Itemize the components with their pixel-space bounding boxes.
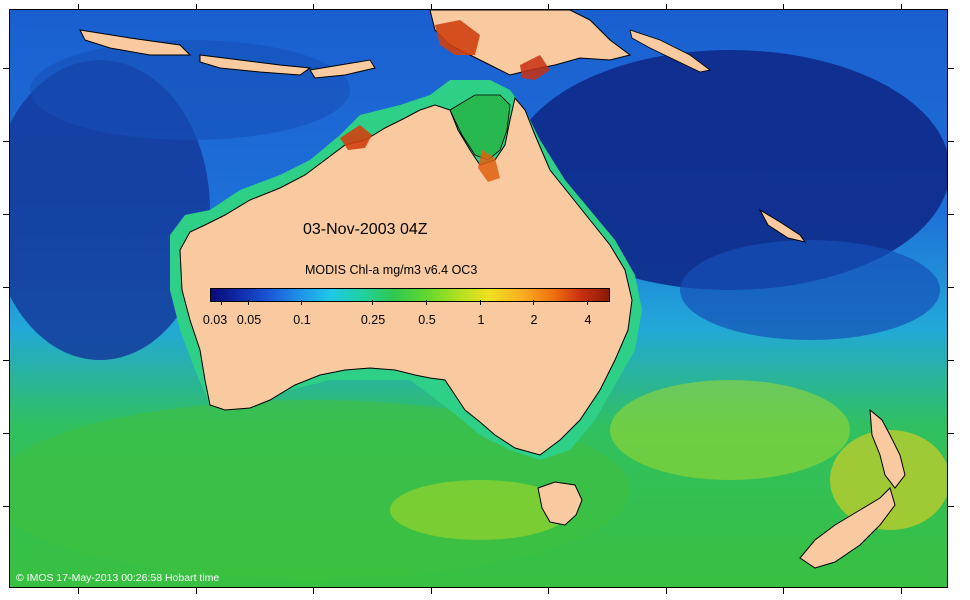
left-tick [3, 506, 9, 507]
left-tick [3, 360, 9, 361]
colorbar-tick-mark [587, 300, 588, 305]
right-tick [948, 68, 954, 69]
map-title: 03-Nov-2003 04Z [303, 221, 428, 238]
colorbar-tick-label: 2 [530, 313, 538, 327]
high-chl-carpentaria [478, 150, 500, 182]
bottom-tick [666, 588, 667, 594]
lesser-sunda-islands [199, 54, 312, 76]
bottom-tick [783, 588, 784, 594]
deep-ocean-tasman [680, 240, 940, 340]
colorbar-title: MODIS Chl-a mg/m3 v6.4 OC3 [305, 263, 478, 277]
colorbar-tick-label: 0.25 [360, 313, 386, 327]
solomon-islands [629, 29, 711, 73]
timor-island [309, 59, 376, 79]
colorbar-tick-label: 0.05 [236, 313, 262, 327]
colorbar-tick-label: 0.03 [202, 313, 228, 327]
right-tick [948, 360, 954, 361]
java-island [79, 29, 192, 56]
bottom-tick [548, 588, 549, 594]
new-zealand-north-island [869, 408, 906, 489]
southern-bloom-3 [390, 480, 570, 540]
bottom-tick [196, 588, 197, 594]
top-tick [548, 4, 549, 9]
tasmania-land [537, 481, 583, 526]
colorbar-tick-label: 0.1 [293, 313, 311, 327]
colorbar-tick-label: 0.5 [418, 313, 436, 327]
colorbar-tick-label: 4 [584, 313, 592, 327]
colorbar-tick-mark [426, 300, 427, 305]
new-zealand-south-island [799, 487, 896, 569]
gulf-of-carpentaria [449, 94, 511, 161]
colorbar-tick-mark [301, 300, 302, 305]
top-tick [783, 4, 784, 9]
colorbar-tick-mark [533, 300, 534, 305]
australia-land [179, 96, 633, 456]
right-tick [948, 141, 954, 142]
bottom-tick [78, 588, 79, 594]
map-canvas [10, 10, 948, 588]
left-tick [3, 68, 9, 69]
top-tick [78, 4, 79, 9]
top-tick [431, 4, 432, 9]
bottom-tick [901, 588, 902, 594]
colorbar-tick-label: 1 [477, 313, 485, 327]
colorbar [210, 288, 610, 302]
deep-ocean-coral-sea [510, 50, 948, 290]
right-tick [948, 433, 954, 434]
high-chl-torres [520, 55, 550, 80]
left-tick [3, 141, 9, 142]
southern-bloom [610, 380, 850, 480]
left-tick [3, 214, 9, 215]
southern-ocean-green [10, 400, 630, 580]
new-caledonia-island [758, 208, 807, 243]
top-tick [901, 4, 902, 9]
right-tick [948, 287, 954, 288]
bottom-tick [313, 588, 314, 594]
left-tick [3, 433, 9, 434]
left-tick [3, 287, 9, 288]
top-tick [313, 4, 314, 9]
right-tick [948, 214, 954, 215]
colorbar-tick-mark [480, 300, 481, 305]
colorbar-tick-mark [372, 300, 373, 305]
top-tick [196, 4, 197, 9]
right-tick [948, 506, 954, 507]
top-tick [666, 4, 667, 9]
high-chl-gulf-papua [435, 20, 480, 55]
copyright-notice: © IMOS 17-May-2013 00:26:58 Hobart time [16, 572, 220, 584]
colorbar-tick-mark [221, 300, 222, 305]
colorbar-tick-mark [248, 300, 249, 305]
bottom-tick [431, 588, 432, 594]
high-chl-kimberley [340, 125, 372, 150]
